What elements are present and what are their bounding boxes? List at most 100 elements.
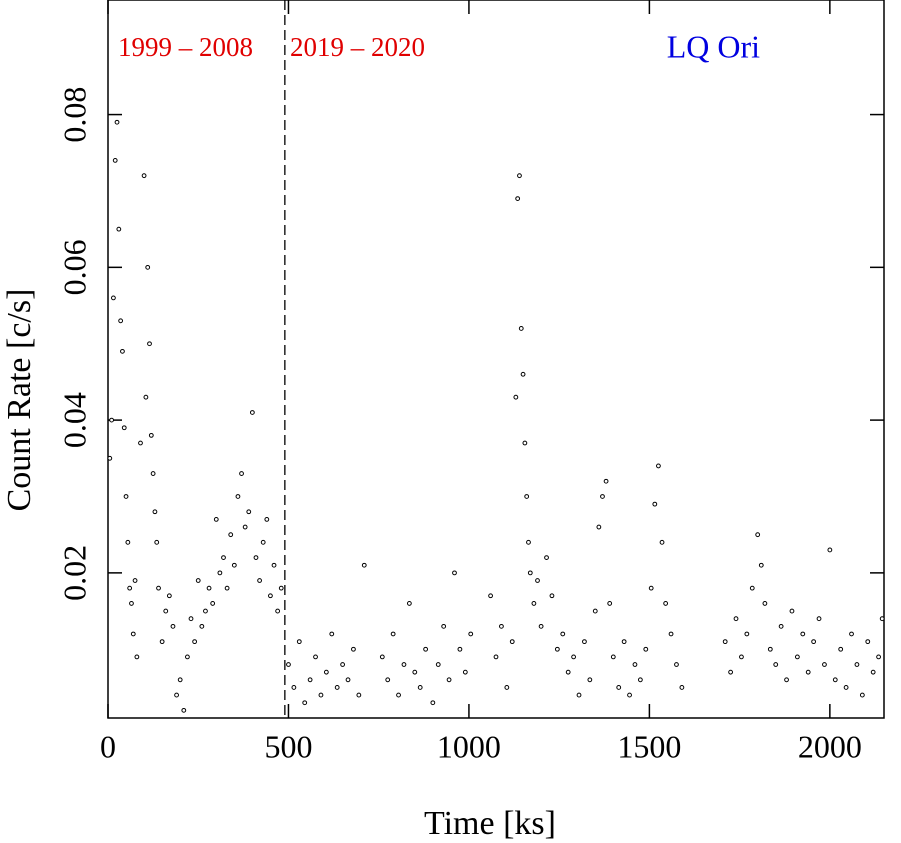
- data-point: [159, 639, 165, 645]
- data-point: [854, 662, 860, 667]
- data-point: [679, 685, 685, 690]
- data-point: [652, 501, 658, 507]
- data-point: [733, 616, 739, 622]
- data-point: [488, 593, 493, 599]
- data-point: [800, 631, 806, 637]
- data-point: [242, 524, 248, 530]
- data-point: [129, 601, 134, 606]
- data-point: [728, 669, 734, 675]
- data-point: [648, 585, 654, 591]
- data-point: [120, 348, 125, 354]
- data-point: [412, 669, 418, 675]
- data-point: [195, 578, 201, 583]
- data-point: [318, 692, 324, 698]
- data-point: [246, 509, 252, 515]
- data-point: [468, 631, 474, 637]
- data-point: [499, 623, 504, 629]
- data-point: [141, 173, 147, 179]
- data-point: [632, 662, 638, 667]
- data-point: [385, 677, 391, 683]
- data-point: [544, 555, 549, 560]
- data-point: [876, 654, 881, 660]
- y-tick-label: 0.06: [56, 239, 92, 295]
- data-point: [674, 662, 679, 667]
- data-point: [329, 631, 335, 637]
- data-point: [163, 608, 169, 614]
- x-tick-label: 1000: [437, 728, 501, 764]
- data-point: [278, 585, 284, 591]
- data-point: [351, 646, 356, 652]
- data-point: [457, 646, 463, 652]
- data-point: [849, 631, 854, 637]
- data-point: [134, 654, 140, 660]
- y-tick-label: 0.04: [56, 392, 92, 448]
- data-point: [811, 639, 817, 645]
- data-point: [206, 585, 212, 591]
- data-point: [275, 608, 281, 614]
- data-point: [441, 623, 447, 629]
- data-point: [722, 639, 728, 645]
- data-point: [132, 578, 138, 583]
- data-point: [587, 677, 593, 683]
- data-point: [396, 692, 401, 698]
- data-point: [109, 417, 115, 423]
- data-point: [610, 654, 616, 660]
- data-point: [181, 707, 187, 713]
- data-point: [203, 608, 208, 614]
- data-point: [838, 646, 844, 652]
- data-point: [504, 685, 510, 690]
- data-point: [174, 692, 179, 698]
- data-point: [517, 173, 522, 179]
- data-point: [125, 539, 131, 545]
- data-point: [739, 654, 744, 660]
- data-point: [111, 295, 116, 301]
- data-point: [805, 669, 811, 675]
- data-point: [430, 700, 436, 706]
- data-point: [217, 570, 223, 576]
- data-point: [264, 517, 270, 522]
- data-point: [832, 677, 838, 683]
- data-point: [603, 478, 609, 484]
- data-point: [513, 394, 519, 400]
- data-point: [152, 509, 158, 515]
- annotation: LQ Ori: [667, 28, 760, 64]
- data-point: [361, 562, 367, 568]
- data-point: [446, 677, 452, 683]
- data-point: [138, 440, 143, 446]
- data-point: [188, 616, 194, 622]
- data-point: [121, 425, 127, 431]
- data-point: [260, 539, 266, 545]
- data-point: [592, 608, 598, 614]
- data-point: [239, 471, 244, 476]
- annotation: 1999 – 2008: [118, 32, 253, 62]
- data-point: [127, 585, 133, 591]
- data-point: [390, 631, 396, 637]
- data-point: [767, 646, 773, 652]
- data-point: [535, 578, 540, 583]
- data-point: [302, 700, 308, 706]
- data-point: [170, 623, 176, 629]
- data-point: [518, 326, 524, 331]
- data-point: [527, 570, 533, 576]
- data-point: [130, 631, 136, 637]
- y-tick-label: 0.02: [56, 545, 92, 601]
- data-point: [156, 585, 161, 591]
- data-point: [116, 226, 122, 232]
- data-point: [637, 677, 643, 683]
- data-point: [778, 623, 784, 629]
- data-point: [323, 669, 329, 675]
- data-point: [345, 677, 351, 683]
- data-point: [758, 562, 764, 568]
- data-point: [307, 677, 313, 683]
- data-point: [520, 371, 526, 377]
- data-point: [118, 318, 124, 324]
- data-point: [865, 639, 871, 645]
- data-point: [493, 654, 499, 660]
- data-point: [576, 692, 582, 698]
- data-point: [843, 685, 849, 690]
- data-point: [549, 593, 555, 599]
- data-point: [192, 639, 198, 645]
- data-point: [822, 662, 827, 667]
- data-point: [656, 463, 661, 469]
